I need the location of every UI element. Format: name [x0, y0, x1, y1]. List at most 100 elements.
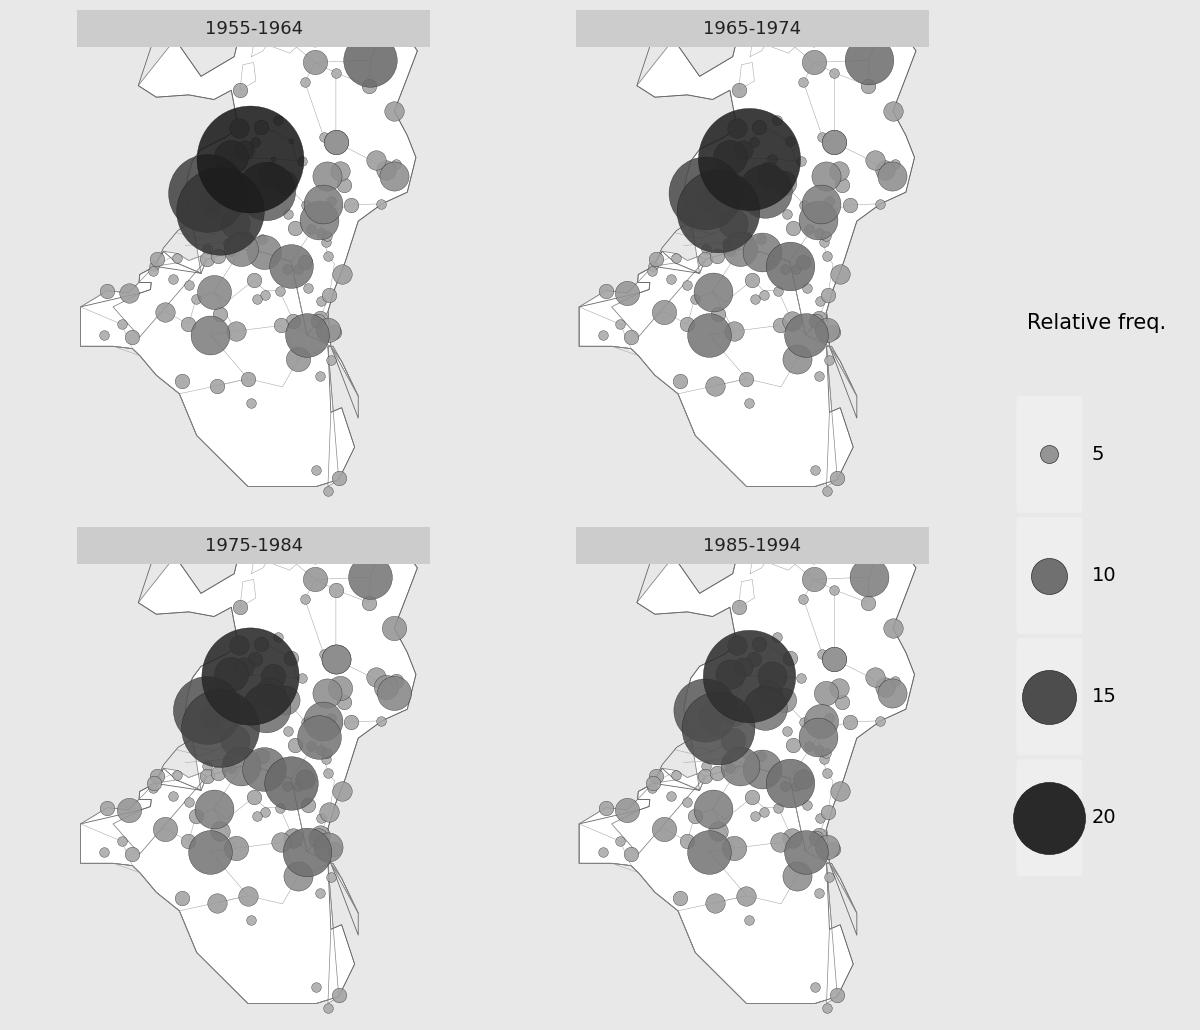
Point: [372, 713, 391, 729]
Point: [168, 767, 187, 784]
Point: [222, 149, 241, 166]
Point: [270, 282, 289, 299]
Point: [743, 789, 762, 805]
Point: [809, 368, 828, 384]
Point: [820, 352, 839, 369]
Point: [384, 168, 403, 184]
Point: [727, 638, 746, 654]
Point: [238, 228, 257, 244]
Polygon shape: [827, 408, 853, 486]
Point: [784, 736, 803, 753]
Point: [202, 192, 221, 208]
Point: [787, 868, 806, 885]
Point: [331, 163, 350, 179]
Polygon shape: [580, 249, 857, 486]
Point: [210, 720, 229, 736]
Point: [809, 729, 828, 746]
Point: [331, 680, 350, 696]
Point: [289, 351, 308, 368]
Bar: [77, 527, 431, 564]
Point: [1039, 810, 1058, 826]
Point: [97, 282, 116, 299]
Point: [671, 890, 690, 906]
Point: [318, 483, 337, 500]
Point: [750, 637, 769, 653]
Point: [824, 134, 844, 150]
Point: [752, 244, 772, 261]
Point: [172, 373, 191, 389]
Point: [804, 55, 823, 71]
Point: [709, 823, 728, 839]
Point: [796, 327, 815, 343]
Point: [833, 694, 852, 711]
Point: [824, 582, 844, 598]
Point: [168, 250, 187, 267]
Polygon shape: [113, 531, 418, 863]
Point: [296, 197, 316, 213]
Point: [209, 764, 228, 781]
Point: [295, 770, 314, 787]
Point: [307, 980, 326, 996]
Point: [256, 287, 275, 304]
Point: [246, 134, 265, 150]
Point: [307, 462, 326, 479]
Point: [731, 758, 750, 775]
Text: 15: 15: [1092, 687, 1116, 707]
Point: [186, 290, 205, 307]
Point: [678, 277, 697, 294]
Point: [812, 646, 832, 662]
Point: [226, 840, 245, 857]
Point: [798, 797, 817, 814]
Point: [700, 327, 719, 343]
Point: [794, 197, 814, 213]
Point: [745, 290, 764, 307]
Point: [119, 284, 138, 301]
Point: [707, 247, 726, 264]
Point: [97, 799, 116, 816]
Point: [211, 692, 230, 709]
Point: [816, 168, 835, 184]
Point: [622, 846, 641, 862]
Point: [240, 667, 259, 684]
Point: [782, 829, 802, 846]
Point: [739, 150, 758, 167]
Point: [709, 186, 728, 203]
Point: [780, 133, 799, 149]
Point: [198, 241, 217, 258]
Point: [611, 833, 630, 850]
Polygon shape: [580, 766, 857, 1003]
Point: [254, 244, 274, 261]
Point: [163, 788, 182, 804]
Point: [319, 287, 338, 304]
Point: [709, 703, 728, 720]
Point: [163, 271, 182, 287]
Text: Relative freq.: Relative freq.: [1027, 313, 1166, 334]
Text: 5: 5: [1092, 445, 1104, 464]
Point: [95, 844, 114, 860]
Point: [736, 745, 755, 761]
Point: [805, 462, 824, 479]
Point: [817, 483, 836, 500]
Point: [770, 834, 790, 851]
Point: [322, 869, 341, 886]
Point: [253, 748, 272, 764]
Point: [794, 74, 814, 91]
Point: [232, 758, 251, 775]
Point: [179, 316, 198, 333]
Point: [172, 890, 191, 906]
Point: [870, 196, 889, 212]
Point: [296, 714, 316, 730]
Point: [820, 869, 839, 886]
Point: [776, 261, 796, 277]
Point: [662, 788, 682, 804]
Point: [818, 287, 838, 304]
Point: [361, 569, 380, 585]
Point: [812, 713, 832, 729]
Point: [367, 151, 386, 168]
Point: [312, 293, 331, 309]
Text: 10: 10: [1092, 566, 1116, 585]
Point: [283, 312, 302, 329]
Point: [817, 838, 836, 855]
Point: [239, 371, 258, 387]
Point: [886, 674, 905, 690]
